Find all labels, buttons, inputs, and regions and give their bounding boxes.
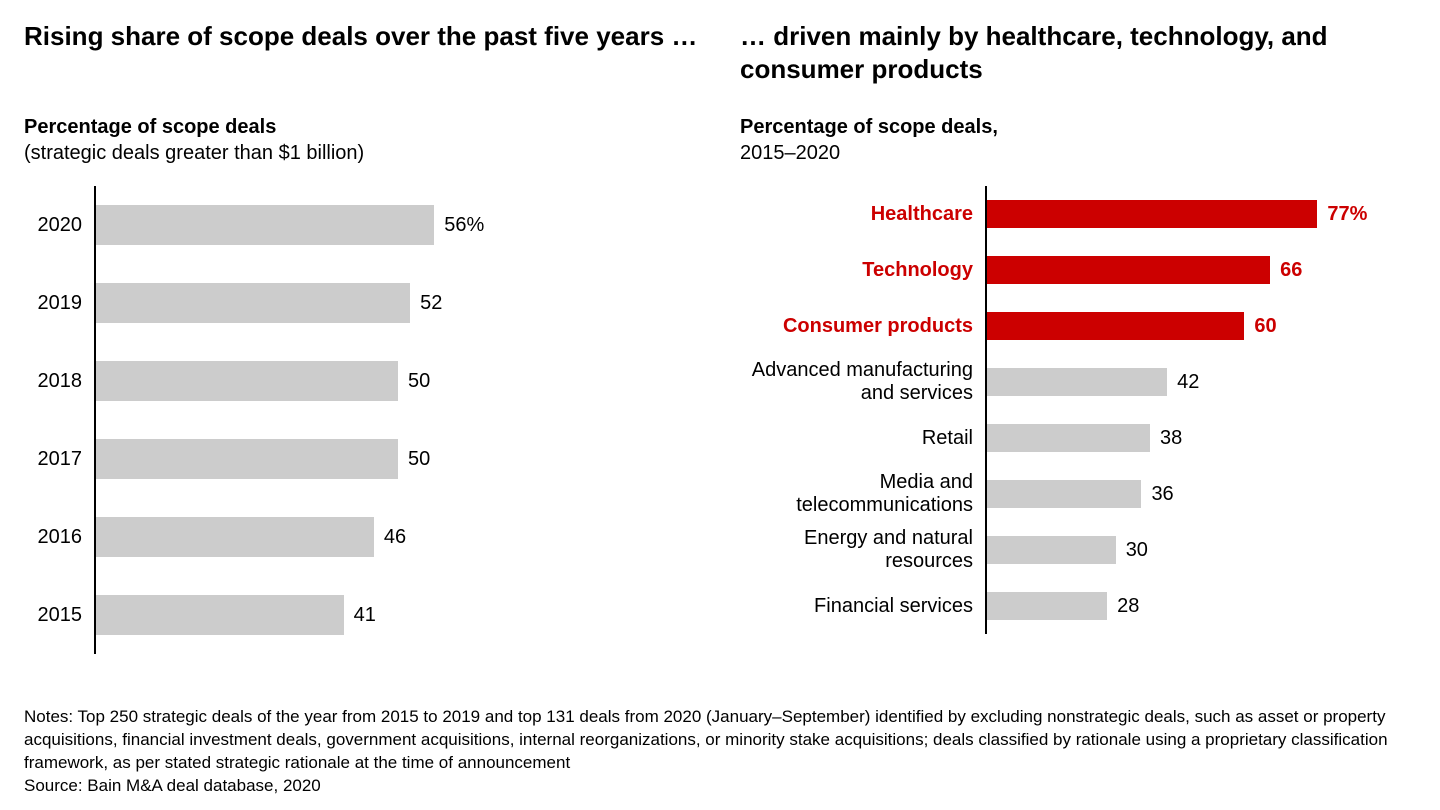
chart-row: 2018 50 (24, 342, 700, 420)
chart-row: Technology 66 (740, 242, 1416, 298)
value-label: 60 (1244, 315, 1276, 338)
chart-row: Advanced manufacturing and services 42 (740, 354, 1416, 410)
category-label: 2019 (24, 292, 94, 315)
value-label: 28 (1107, 595, 1139, 618)
bar (96, 517, 374, 557)
category-label: 2020 (24, 214, 94, 237)
category-label: 2017 (24, 448, 94, 471)
right-subtitle-light: 2015–2020 (740, 140, 1416, 166)
bar (96, 205, 434, 245)
value-label: 42 (1167, 371, 1199, 394)
bar (96, 595, 344, 635)
category-label: 2015 (24, 604, 94, 627)
right-chart: Healthcare 77% Technology 66 Consumer produc… (740, 180, 1416, 690)
category-label: 2016 (24, 526, 94, 549)
left-subtitle-block: Percentage of scope deals (strategic dea… (24, 114, 700, 166)
bar (96, 361, 398, 401)
category-label: 2018 (24, 370, 94, 393)
category-label: Healthcare (740, 203, 985, 226)
value-label: 46 (374, 526, 406, 549)
bar (96, 283, 410, 323)
bar (987, 536, 1116, 564)
bar-track: 77% (985, 186, 1416, 242)
category-label: Advanced manufacturing and services (740, 359, 985, 405)
value-label: 77% (1317, 203, 1367, 226)
left-subtitle-bold: Percentage of scope deals (24, 114, 700, 140)
value-label: 38 (1150, 427, 1182, 450)
chart-row: Energy and natural resources 30 (740, 522, 1416, 578)
value-label: 41 (344, 604, 376, 627)
chart-row: 2016 46 (24, 498, 700, 576)
bar (987, 368, 1167, 396)
category-label: Technology (740, 259, 985, 282)
bar (987, 424, 1150, 452)
bar (987, 480, 1141, 508)
bar-track: 36 (985, 466, 1416, 522)
footer-notes-block: Notes: Top 250 strategic deals of the ye… (24, 706, 1416, 798)
bar-track: 52 (94, 264, 700, 342)
right-subtitle-bold: Percentage of scope deals, (740, 114, 1416, 140)
right-panel-title: … driven mainly by healthcare, technolog… (740, 20, 1416, 86)
chart-row: 2019 52 (24, 264, 700, 342)
left-chart: 2020 56% 2019 52 2018 50 2017 50 2016 46 2015 41 (24, 180, 700, 690)
chart-row: 2020 56% (24, 186, 700, 264)
value-label: 36 (1141, 483, 1173, 506)
category-label: Financial services (740, 595, 985, 618)
chart-row: Media and telecommunications 36 (740, 466, 1416, 522)
left-panel: Rising share of scope deals over the pas… (24, 20, 700, 690)
chart-row: Healthcare 77% (740, 186, 1416, 242)
bar (987, 200, 1317, 228)
category-label: Consumer products (740, 315, 985, 338)
footer-source: Source: Bain M&A deal database, 2020 (24, 775, 1416, 798)
bar-track: 28 (985, 578, 1416, 634)
bar-track: 60 (985, 298, 1416, 354)
value-label: 50 (398, 370, 430, 393)
bar-track: 66 (985, 242, 1416, 298)
value-label: 66 (1270, 259, 1302, 282)
footer-notes: Notes: Top 250 strategic deals of the ye… (24, 706, 1416, 775)
bar-track: 41 (94, 576, 700, 654)
right-panel: … driven mainly by healthcare, technolog… (740, 20, 1416, 690)
chart-row: Retail 38 (740, 410, 1416, 466)
category-label: Retail (740, 427, 985, 450)
bar-track: 56% (94, 186, 700, 264)
charts-container: Rising share of scope deals over the pas… (24, 20, 1416, 690)
chart-row: 2015 41 (24, 576, 700, 654)
chart-row: Financial services 28 (740, 578, 1416, 634)
value-label: 50 (398, 448, 430, 471)
bar (96, 439, 398, 479)
left-subtitle-light: (strategic deals greater than $1 billion… (24, 140, 700, 166)
category-label: Media and telecommunications (740, 471, 985, 517)
value-label: 56% (434, 214, 484, 237)
value-label: 30 (1116, 539, 1148, 562)
bar-track: 50 (94, 420, 700, 498)
value-label: 52 (410, 292, 442, 315)
category-label: Energy and natural resources (740, 527, 985, 573)
bar (987, 312, 1244, 340)
bar-track: 30 (985, 522, 1416, 578)
bar-track: 42 (985, 354, 1416, 410)
bar-track: 46 (94, 498, 700, 576)
chart-row: 2017 50 (24, 420, 700, 498)
right-subtitle-block: Percentage of scope deals, 2015–2020 (740, 114, 1416, 166)
chart-row: Consumer products 60 (740, 298, 1416, 354)
bar (987, 256, 1270, 284)
bar (987, 592, 1107, 620)
bar-track: 50 (94, 342, 700, 420)
bar-track: 38 (985, 410, 1416, 466)
left-panel-title: Rising share of scope deals over the pas… (24, 20, 700, 86)
